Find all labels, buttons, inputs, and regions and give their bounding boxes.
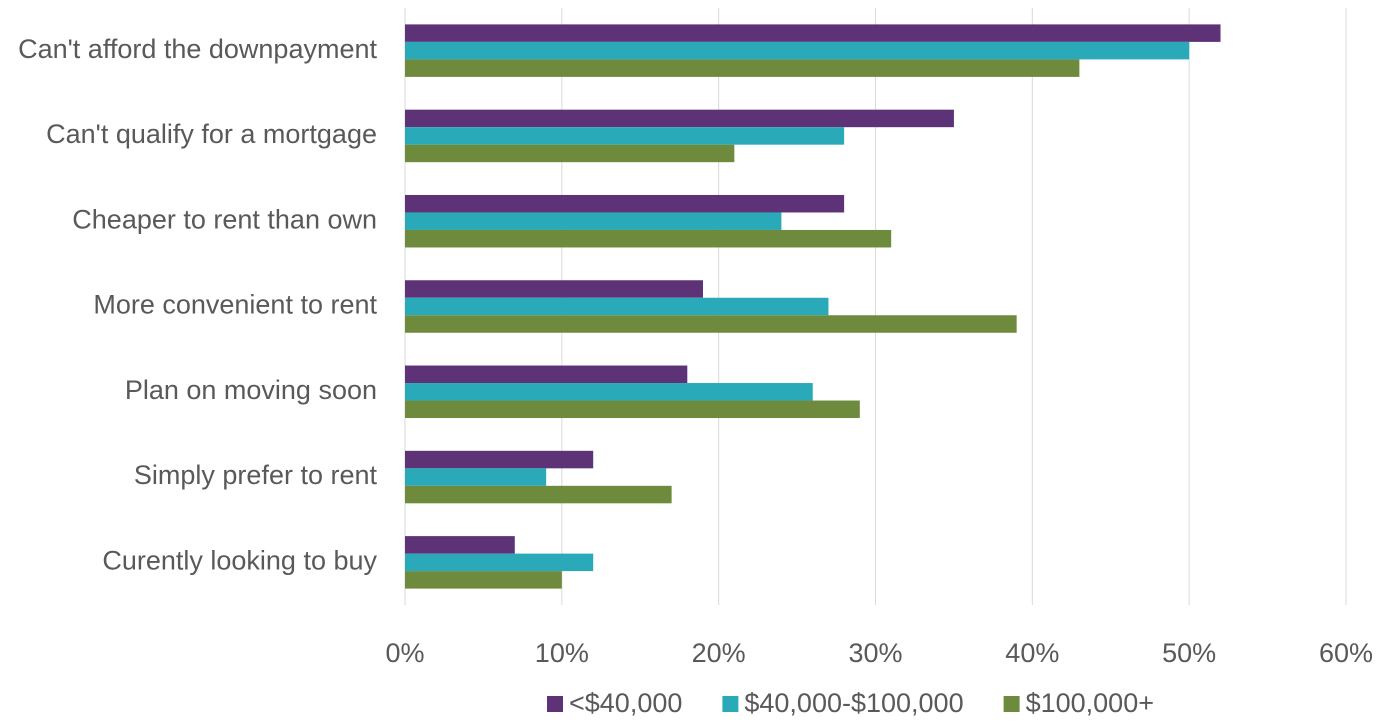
bar xyxy=(405,59,1080,77)
bar xyxy=(405,144,735,163)
y-tick-label: More convenient to rent xyxy=(93,290,377,320)
x-tick-label: 40% xyxy=(1005,638,1059,668)
legend-swatch xyxy=(722,696,739,712)
y-tick-label: Can't afford the downpayment xyxy=(18,34,377,64)
x-tick-label: 20% xyxy=(692,638,746,668)
bar xyxy=(405,212,782,230)
y-tick-label: Curently looking to buy xyxy=(102,545,377,575)
bar xyxy=(405,400,860,419)
bar xyxy=(405,450,594,469)
x-tick-label: 50% xyxy=(1162,638,1216,668)
bar xyxy=(405,383,813,401)
y-tick-label: Simply prefer to rent xyxy=(134,460,378,490)
y-tick-label: Can't qualify for a mortgage xyxy=(46,119,377,149)
bar xyxy=(405,536,515,554)
x-tick-label: 10% xyxy=(535,638,589,668)
x-tick-label: 30% xyxy=(848,638,902,668)
bar xyxy=(405,41,1190,60)
x-tick-label: 0% xyxy=(385,638,424,668)
bar xyxy=(405,194,845,213)
bar xyxy=(405,365,688,384)
bar xyxy=(405,280,703,298)
bar xyxy=(405,127,845,145)
bar xyxy=(405,315,1017,333)
bar xyxy=(405,229,892,248)
bar xyxy=(405,485,672,504)
bar xyxy=(405,468,547,486)
bar xyxy=(405,297,829,316)
legend-label: $40,000-$100,000 xyxy=(744,688,963,718)
legend-swatch xyxy=(547,696,564,712)
legend-label: $100,000+ xyxy=(1026,688,1154,718)
y-tick-label: Plan on moving soon xyxy=(125,375,377,405)
bar xyxy=(405,109,954,128)
bar xyxy=(405,553,594,572)
legend-swatch xyxy=(1003,696,1020,712)
bar xyxy=(405,571,562,589)
bar xyxy=(405,24,1221,42)
legend-label: <$40,000 xyxy=(569,688,682,718)
x-tick-label: 60% xyxy=(1319,638,1373,668)
y-tick-label: Cheaper to rent than own xyxy=(72,204,377,234)
